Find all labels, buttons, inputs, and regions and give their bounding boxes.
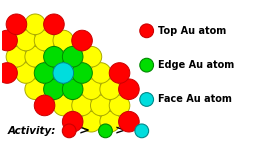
Circle shape bbox=[72, 95, 92, 116]
Circle shape bbox=[140, 24, 154, 38]
Text: Top Au atom: Top Au atom bbox=[158, 26, 227, 36]
Circle shape bbox=[53, 30, 74, 51]
Circle shape bbox=[81, 79, 102, 99]
Text: >: > bbox=[115, 124, 126, 137]
Circle shape bbox=[44, 79, 64, 99]
Circle shape bbox=[140, 58, 154, 72]
Text: Activity:: Activity: bbox=[7, 126, 56, 136]
Circle shape bbox=[34, 30, 55, 51]
Circle shape bbox=[81, 46, 102, 67]
Circle shape bbox=[25, 46, 46, 67]
Circle shape bbox=[0, 63, 17, 83]
Circle shape bbox=[34, 63, 55, 83]
Circle shape bbox=[140, 93, 154, 106]
Circle shape bbox=[99, 124, 112, 138]
Circle shape bbox=[25, 14, 46, 35]
Circle shape bbox=[34, 95, 55, 116]
Circle shape bbox=[25, 79, 46, 99]
Circle shape bbox=[6, 14, 27, 35]
Circle shape bbox=[16, 63, 36, 83]
Circle shape bbox=[90, 63, 111, 83]
Circle shape bbox=[119, 111, 139, 132]
Circle shape bbox=[53, 95, 74, 116]
Circle shape bbox=[135, 124, 149, 138]
Text: Edge Au atom: Edge Au atom bbox=[158, 60, 235, 70]
Circle shape bbox=[0, 30, 17, 51]
Text: >: > bbox=[78, 124, 89, 137]
Circle shape bbox=[62, 79, 83, 99]
Circle shape bbox=[81, 111, 102, 132]
Text: Face Au atom: Face Au atom bbox=[158, 95, 232, 105]
Circle shape bbox=[62, 46, 83, 67]
Circle shape bbox=[100, 111, 120, 132]
Circle shape bbox=[100, 79, 120, 99]
Circle shape bbox=[119, 79, 139, 99]
Circle shape bbox=[44, 46, 64, 67]
Circle shape bbox=[44, 14, 64, 35]
Circle shape bbox=[90, 95, 111, 116]
Circle shape bbox=[62, 124, 76, 138]
Circle shape bbox=[62, 111, 83, 132]
Circle shape bbox=[6, 46, 27, 67]
Circle shape bbox=[72, 30, 92, 51]
Circle shape bbox=[109, 95, 130, 116]
Circle shape bbox=[53, 63, 74, 83]
Circle shape bbox=[16, 30, 36, 51]
Circle shape bbox=[72, 63, 92, 83]
Circle shape bbox=[109, 63, 130, 83]
